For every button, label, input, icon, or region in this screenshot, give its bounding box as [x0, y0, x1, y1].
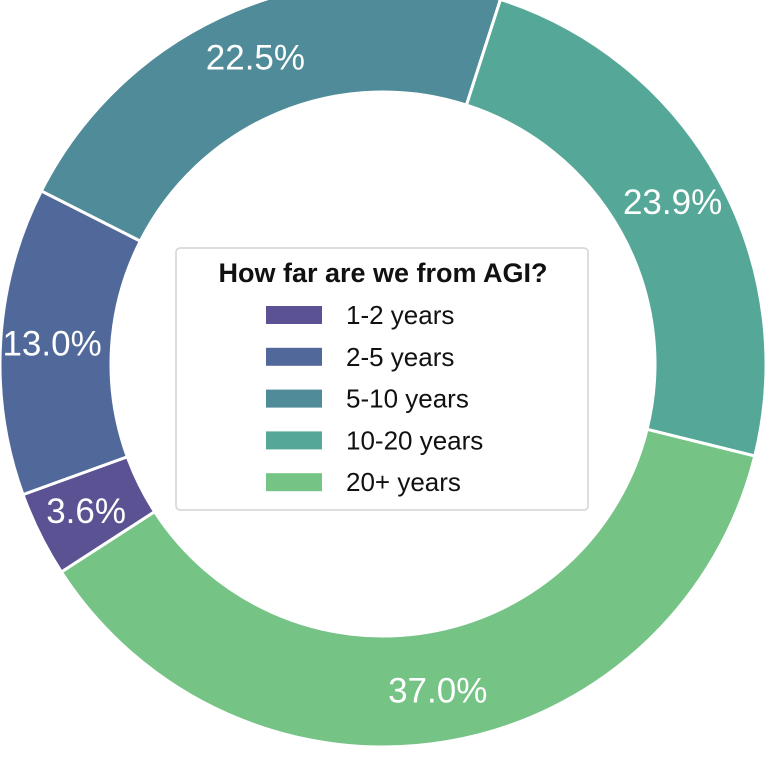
slice-label-5-10-years: 22.5%: [206, 39, 305, 78]
slice-10-20-years: [464, 0, 768, 458]
legend-title: How far are we from AGI?: [218, 258, 547, 288]
slice-label-2-5-years: 13.0%: [2, 324, 101, 363]
legend-swatch-10-20-years: [266, 431, 322, 450]
slice-5-10-years: [39, 0, 502, 244]
slice-labels: 3.6% 13.0% 22.5% 23.9% 37.0%: [2, 39, 722, 711]
legend-swatch-20-years: [266, 473, 322, 492]
legend-label-2-5-years: 2-5 years: [346, 342, 454, 372]
legend-label-5-10-years: 5-10 years: [346, 384, 469, 414]
slice-20-years: [59, 427, 757, 749]
legend-label-1-2-years: 1-2 years: [346, 300, 454, 330]
slice-label-10-20-years: 23.9%: [623, 183, 722, 222]
legend-swatch-5-10-years: [266, 389, 322, 408]
legend-swatch-2-5-years: [266, 347, 322, 366]
legend: How far are we from AGI? 1-2 years 2-5 ye…: [175, 247, 589, 511]
slice-label-1-2-years: 3.6%: [46, 492, 126, 531]
legend-swatch-1-2-years: [266, 306, 322, 324]
legend-label-20-years: 20+ years: [346, 467, 461, 497]
legend-items: 1-2 years 2-5 years 5-10 years 10-20 years 2…: [266, 300, 483, 497]
legend-label-10-20-years: 10-20 years: [346, 425, 483, 455]
slice-label-20-years: 37.0%: [388, 671, 487, 710]
donut-slices: [0, 0, 768, 749]
